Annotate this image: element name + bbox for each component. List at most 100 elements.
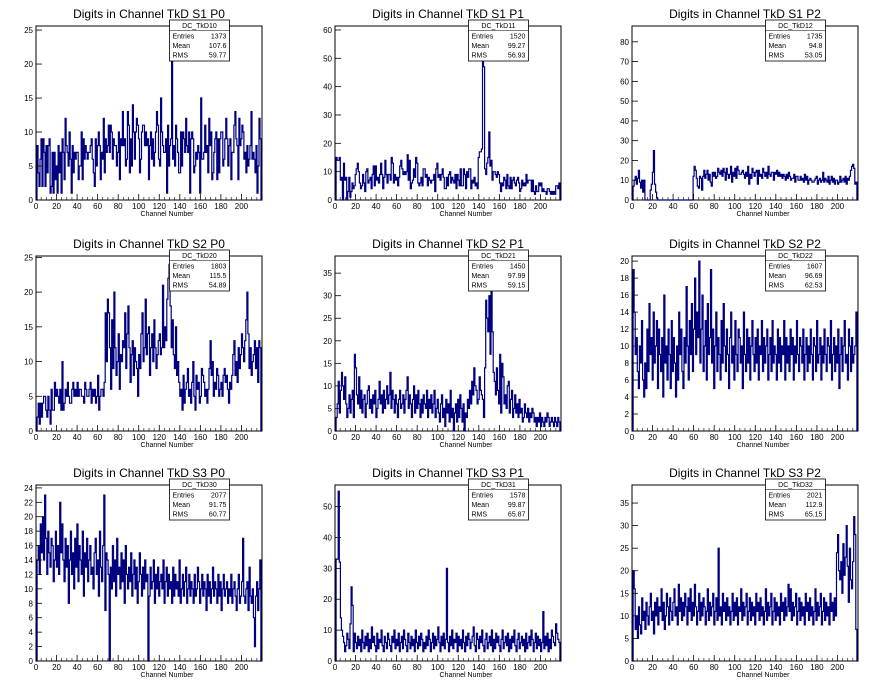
y-tick-label: 18	[620, 274, 629, 283]
x-tick-label: 160	[493, 433, 507, 442]
y-tick-label: 30	[620, 137, 629, 146]
y-tick-label: 25	[24, 26, 33, 35]
y-tick-label: 5	[29, 392, 34, 401]
y-tick-label: 15	[24, 323, 33, 332]
stats-value: 94.8	[809, 43, 823, 50]
y-tick-label: 20	[323, 337, 332, 346]
y-tick-label: 14	[620, 308, 629, 317]
stats-name: DC_TkD10	[182, 23, 217, 30]
x-tick-label: 140	[769, 433, 783, 442]
y-tick-label: 20	[620, 257, 629, 266]
y-tick-label: 50	[620, 97, 629, 106]
y-tick-label: 10	[323, 382, 332, 391]
x-tick-label: 20	[52, 663, 61, 672]
y-tick-label: 4	[29, 628, 34, 637]
stats-value: 1735	[807, 34, 823, 41]
y-tick-label: 10	[323, 168, 332, 177]
x-tick-label: 80	[413, 663, 422, 672]
y-tick-label: 30	[323, 111, 332, 120]
y-tick-label: 0	[625, 657, 630, 666]
y-tick-label: 20	[24, 60, 33, 69]
stats-value: 53.05	[805, 53, 823, 60]
y-tick-label: 40	[323, 83, 332, 92]
x-tick-label: 100	[431, 663, 445, 672]
x-tick-label: 20	[351, 202, 360, 211]
y-tick-label: 0	[328, 657, 333, 666]
x-tick-label: 20	[351, 663, 360, 672]
stats-name: DC_TkD21	[481, 253, 516, 260]
x-tick-label: 100	[431, 433, 445, 442]
x-tick-label: 100	[728, 433, 742, 442]
x-tick-label: 80	[710, 433, 719, 442]
x-tick-label: 0	[333, 433, 338, 442]
x-tick-label: 200	[534, 433, 548, 442]
chart-title: Digits in Channel TkD S2 P1	[372, 237, 524, 251]
x-tick-label: 0	[34, 202, 39, 211]
y-tick-label: 2	[29, 643, 34, 652]
x-tick-label: 100	[132, 433, 146, 442]
x-tick-label: 120	[153, 202, 167, 211]
y-tick-label: 35	[620, 499, 629, 508]
y-tick-label: 30	[620, 522, 629, 531]
y-tick-label: 0	[328, 427, 333, 436]
histogram-series	[335, 263, 561, 432]
stats-value: 96.69	[805, 273, 823, 280]
x-tick-label: 180	[810, 663, 824, 672]
stats-value: 99.27	[508, 43, 526, 50]
y-tick-label: 6	[29, 614, 34, 623]
x-tick-label: 40	[372, 202, 381, 211]
stats-label: RMS	[768, 512, 784, 519]
x-tick-label: 120	[452, 202, 466, 211]
stats-label: RMS	[768, 53, 784, 60]
stats-value: 112.9	[805, 502, 822, 509]
x-axis-title: Channel Number	[440, 211, 494, 218]
stats-value: 1373	[211, 34, 227, 41]
y-tick-label: 0	[625, 427, 630, 436]
y-tick-label: 16	[24, 542, 33, 551]
stats-name: DC_TkD30	[182, 482, 217, 489]
x-tick-label: 160	[194, 663, 208, 672]
x-tick-label: 80	[413, 202, 422, 211]
y-tick-label: 5	[29, 162, 34, 171]
x-tick-label: 200	[831, 202, 845, 211]
chart-title: Digits in Channel TkD S1 P1	[372, 7, 524, 21]
stats-value: 59.15	[508, 283, 526, 290]
x-tick-label: 200	[831, 433, 845, 442]
histogram-series	[36, 36, 262, 201]
x-tick-label: 0	[34, 433, 39, 442]
x-tick-label: 140	[173, 663, 187, 672]
x-tick-label: 160	[493, 202, 507, 211]
stats-label: RMS	[471, 283, 487, 290]
y-tick-label: 70	[620, 58, 629, 67]
x-tick-label: 0	[630, 663, 635, 672]
y-tick-label: 6	[625, 376, 630, 385]
x-tick-label: 180	[513, 202, 527, 211]
y-tick-label: 8	[625, 359, 630, 368]
y-tick-label: 80	[620, 38, 629, 47]
y-tick-label: 20	[323, 139, 332, 148]
stats-label: Entries	[172, 34, 194, 41]
x-tick-label: 40	[73, 202, 82, 211]
y-tick-label: 0	[29, 427, 34, 436]
chart-title: Digits in Channel TkD S3 P1	[372, 466, 524, 480]
stats-label: Mean	[172, 43, 190, 50]
x-tick-label: 80	[413, 433, 422, 442]
stats-label: Mean	[172, 273, 190, 280]
x-tick-label: 160	[790, 433, 804, 442]
x-tick-label: 140	[472, 433, 486, 442]
y-tick-label: 5	[625, 634, 630, 643]
x-tick-label: 80	[114, 663, 123, 672]
histogram-series	[632, 150, 858, 201]
x-tick-label: 100	[132, 663, 146, 672]
y-tick-label: 20	[323, 595, 332, 604]
stats-label: Mean	[768, 43, 786, 50]
y-tick-label: 0	[29, 196, 34, 205]
x-axis-title: Channel Number	[141, 672, 195, 679]
x-tick-label: 0	[333, 202, 338, 211]
x-tick-label: 40	[669, 202, 678, 211]
stats-value: 60.77	[209, 512, 227, 519]
x-tick-label: 160	[790, 202, 804, 211]
chart-title: Digits in Channel TkD S2 P0	[73, 237, 225, 251]
